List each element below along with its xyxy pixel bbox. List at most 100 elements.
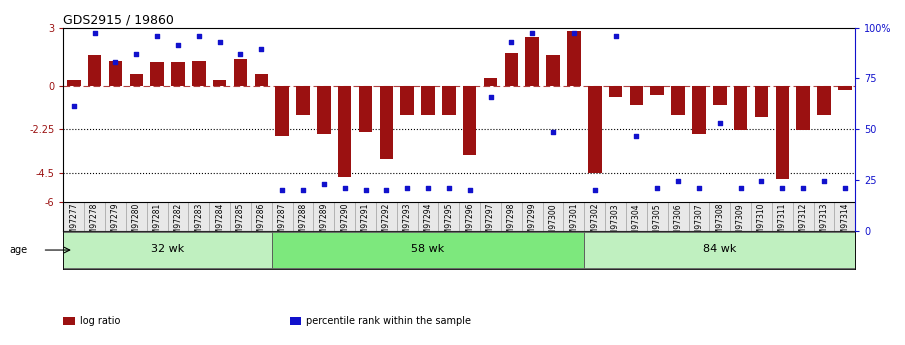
Bar	[776, 86, 789, 179]
Bar	[88, 55, 101, 86]
Text: GSM97293: GSM97293	[403, 203, 412, 244]
Bar	[443, 86, 455, 115]
Bar	[192, 60, 205, 86]
Bar	[463, 86, 476, 156]
Text: GSM97310: GSM97310	[757, 203, 766, 244]
Text: GSM97291: GSM97291	[361, 203, 370, 244]
Bar	[421, 86, 434, 115]
Bar	[109, 60, 122, 86]
Bar	[651, 86, 664, 95]
Point	[129, 51, 144, 57]
Point	[213, 39, 227, 44]
Text: GSM97283: GSM97283	[195, 203, 204, 244]
Bar	[400, 86, 414, 115]
Bar	[126, 202, 147, 231]
Bar	[272, 202, 292, 231]
Text: GSM97281: GSM97281	[153, 203, 162, 244]
Point	[192, 33, 206, 39]
Bar	[251, 202, 272, 231]
Text: GSM97286: GSM97286	[257, 203, 266, 244]
Bar	[63, 202, 84, 231]
Point	[587, 187, 602, 193]
Bar	[254, 74, 268, 86]
Text: GSM97288: GSM97288	[299, 203, 308, 244]
Point	[88, 30, 102, 36]
Bar	[692, 86, 706, 134]
Point	[400, 185, 414, 191]
Bar	[647, 202, 668, 231]
Point	[109, 60, 123, 65]
Point	[733, 185, 748, 191]
Text: GSM97284: GSM97284	[215, 203, 224, 244]
Bar	[275, 86, 289, 136]
Text: GSM97285: GSM97285	[236, 203, 245, 244]
Bar	[188, 202, 209, 231]
Bar	[543, 202, 564, 231]
Text: GSM97294: GSM97294	[424, 203, 433, 244]
Text: GSM97303: GSM97303	[611, 203, 620, 245]
Text: age: age	[9, 245, 27, 255]
Bar	[209, 202, 230, 231]
Point	[754, 178, 768, 184]
Text: GSM97308: GSM97308	[715, 203, 724, 244]
Point	[338, 185, 352, 191]
Point	[650, 185, 664, 191]
Bar	[564, 202, 585, 231]
Point	[254, 46, 269, 51]
Bar	[567, 31, 581, 86]
Point	[171, 42, 186, 48]
Point	[525, 30, 539, 36]
Bar	[588, 86, 602, 173]
Bar	[630, 86, 643, 105]
Bar	[379, 86, 393, 159]
Point	[816, 178, 831, 184]
Bar	[668, 202, 689, 231]
Text: GSM97314: GSM97314	[841, 203, 849, 244]
Bar	[313, 202, 334, 231]
Point	[691, 185, 706, 191]
Text: GSM97296: GSM97296	[465, 203, 474, 244]
Bar	[526, 37, 539, 86]
Bar	[63, 233, 272, 268]
Point	[483, 95, 498, 100]
Bar	[396, 202, 417, 231]
Point	[317, 182, 331, 187]
Point	[671, 178, 685, 184]
Bar	[605, 202, 626, 231]
Bar	[358, 86, 372, 132]
Bar	[755, 86, 768, 117]
Bar	[230, 202, 251, 231]
Bar	[713, 86, 727, 105]
Bar	[129, 74, 143, 86]
Text: GSM97297: GSM97297	[486, 203, 495, 244]
Text: GSM97292: GSM97292	[382, 203, 391, 244]
Point	[67, 103, 81, 109]
Point	[608, 33, 623, 39]
Bar	[272, 233, 585, 268]
Text: GSM97305: GSM97305	[653, 203, 662, 245]
Point	[567, 30, 581, 36]
Point	[275, 187, 290, 193]
Text: GSM97299: GSM97299	[528, 203, 537, 244]
Bar	[547, 55, 560, 86]
Bar	[751, 202, 772, 231]
Bar	[292, 202, 313, 231]
Text: GSM97282: GSM97282	[174, 203, 183, 244]
Bar	[585, 202, 605, 231]
Text: log ratio: log ratio	[80, 316, 120, 326]
Bar	[167, 202, 188, 231]
Point	[775, 185, 789, 191]
Point	[629, 133, 643, 138]
Text: GSM97313: GSM97313	[819, 203, 828, 244]
Bar	[233, 59, 247, 86]
Text: GSM97289: GSM97289	[319, 203, 329, 244]
Bar	[689, 202, 710, 231]
Text: GSM97290: GSM97290	[340, 203, 349, 244]
Text: GSM97278: GSM97278	[90, 203, 100, 244]
Bar	[338, 86, 351, 177]
Bar	[171, 62, 185, 86]
Bar	[376, 202, 396, 231]
Bar	[334, 202, 355, 231]
Bar	[459, 202, 481, 231]
Point	[837, 185, 852, 191]
